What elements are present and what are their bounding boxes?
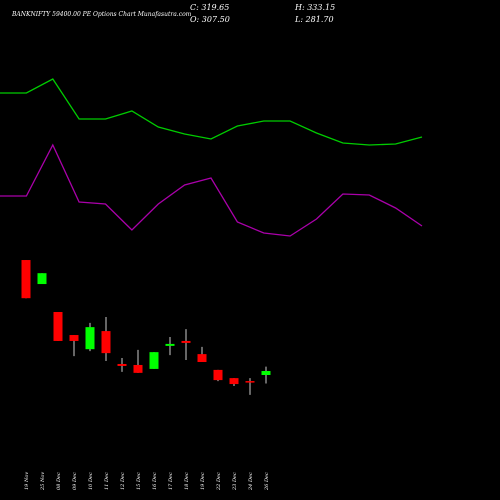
candle-body [117,363,127,366]
candle-body [197,354,207,363]
x-tick-label: 25 Nov [40,472,46,491]
candle-body [37,273,47,285]
indicator-line [0,78,423,146]
indicator-line [0,143,423,237]
x-tick-label: 22 Dec [216,472,222,491]
x-tick-label: 08 Dec [56,472,62,490]
chart-title: BANKNIFTY 59400.00 PE Options Chart Muna… [11,11,192,18]
x-tick-label: 19 Nov [24,472,30,490]
candle-body [133,364,143,373]
candle-body [229,378,239,385]
candle-body [165,343,175,346]
x-tick-label: 11 Dec [104,472,110,490]
x-tick-label: 16 Dec [152,472,158,490]
x-tick-label: 10 Dec [88,472,94,490]
x-tick-label: 26 Dec [264,472,270,491]
x-tick-label: 18 Dec [184,472,190,490]
candle-body [53,312,63,341]
x-tick-label: 24 Dec [248,472,254,491]
candle-body [261,371,271,375]
candle-body [213,369,223,381]
candle-body [21,260,31,299]
candle-body [69,335,79,341]
x-tick-label: 17 Dec [168,472,174,490]
info-label: O: 307.50 [190,15,230,24]
candle-body [101,331,111,354]
x-tick-label: 23 Dec [232,472,238,491]
x-tick-label: 19 Dec [200,472,206,490]
candle-body [149,352,159,369]
candle-body [181,340,191,343]
info-label: C: 319.65 [190,3,229,12]
x-tick-label: 12 Dec [120,472,126,490]
x-tick-label: 15 Dec [136,472,142,490]
x-tick-label: 09 Dec [72,472,78,490]
info-label: L: 281.70 [294,15,334,24]
candle-body [85,327,95,350]
info-label: H: 333.15 [294,3,335,12]
candle-body [245,381,255,383]
